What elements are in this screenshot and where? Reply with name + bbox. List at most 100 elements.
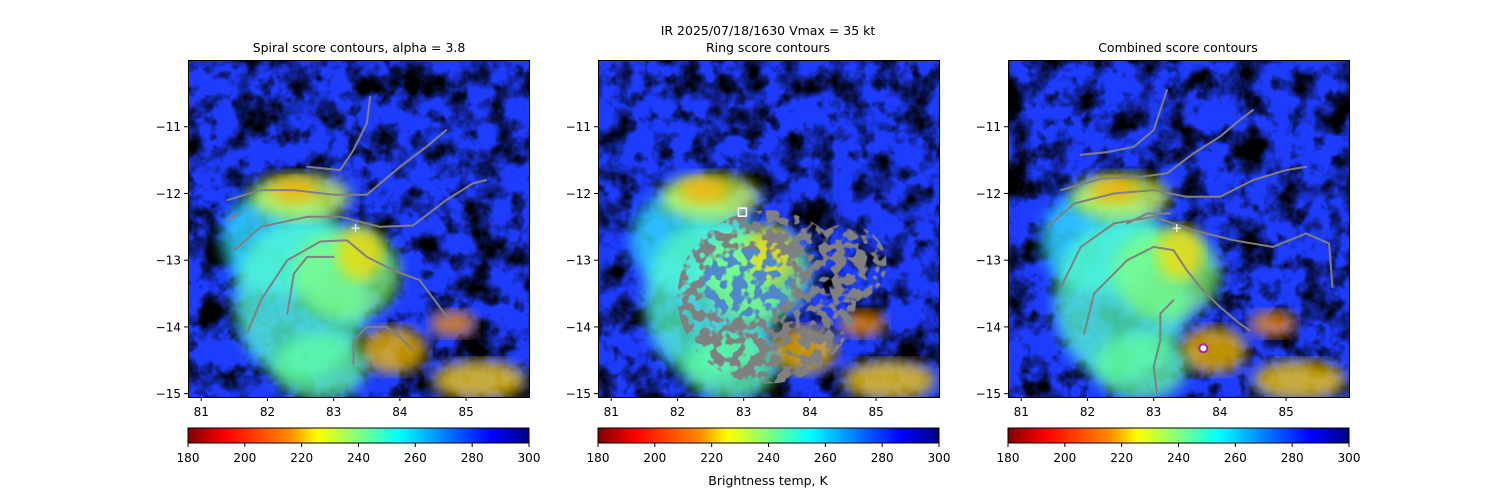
combined-contour-line: [1079, 89, 1168, 156]
y-tick-label: −11: [566, 120, 591, 134]
colorbar-ring: 180 200 220 240 260 280 300: [587, 427, 951, 465]
panel-ring: Ring score contours 81 82 83 84 85 −11 −12 −13…: [566, 40, 951, 488]
colorbar-combined: 180 200 220 240 260 280 300: [997, 427, 1360, 465]
x-tick-label: 83: [736, 405, 751, 419]
y-tick-label: −13: [566, 254, 591, 268]
yaxis-spiral: −11 −12 −13 −14 −15: [156, 120, 188, 401]
combined-center-circle-marker: [1198, 343, 1209, 354]
x-tick-label: 82: [1080, 405, 1095, 419]
y-tick-label: −15: [566, 387, 591, 401]
plot-frame-spiral: [188, 60, 530, 398]
colorbar-spiral: 180 200 220 240 260 280 300: [177, 427, 541, 465]
colorbar-tick-label: 220: [290, 451, 313, 465]
colorbar-tick-label: 220: [700, 451, 723, 465]
spiral-contour-line: [246, 239, 451, 334]
y-tick-label: −14: [566, 320, 591, 334]
colorbar-tick-label: 240: [1167, 451, 1190, 465]
x-tick-label: 82: [670, 405, 685, 419]
x-tick-label: 85: [458, 405, 473, 419]
spiral-contour-line: [306, 95, 372, 172]
center-plus-marker: [351, 224, 360, 233]
combined-contour-line: [1060, 109, 1254, 192]
colorbar-tick-label: 300: [518, 451, 541, 465]
x-tick-label: 81: [604, 405, 619, 419]
panel-title-spiral: Spiral score contours, alpha = 3.8: [253, 40, 466, 55]
x-tick-label: 83: [1146, 405, 1161, 419]
y-tick-label: −14: [976, 320, 1001, 334]
x-tick-label: 83: [326, 405, 341, 419]
x-tick-label: 81: [194, 405, 209, 419]
colorbar-tick-label: 300: [928, 451, 951, 465]
markers-combined: [1172, 224, 1209, 354]
spiral-contour-line: [352, 325, 415, 365]
y-tick-label: −12: [156, 187, 181, 201]
contours-ring: [677, 210, 887, 384]
x-tick-label: 84: [802, 405, 817, 419]
colorbar-tick-label: 280: [871, 451, 894, 465]
y-tick-label: −15: [976, 387, 1001, 401]
y-tick-label: −14: [156, 320, 181, 334]
ir-image-combined: [1008, 60, 1349, 397]
yaxis-ring: −11 −12 −13 −14 −15: [566, 120, 598, 401]
colorbar-tick-label: 260: [1224, 451, 1247, 465]
panel-combined: Combined score contours 81 82 83 84 85 −11−1…: [976, 40, 1361, 465]
combined-contour-line: [1152, 299, 1175, 395]
plot-frame-combined: [1008, 60, 1350, 398]
colorbar-tick-label: 180: [587, 451, 610, 465]
colorbar-gradient: [187, 427, 530, 444]
ring-score-contours: [677, 210, 887, 384]
colorbar-tick-label: 180: [177, 451, 200, 465]
colorbar-tick-label: 260: [404, 451, 427, 465]
colorbar-tick-label: 180: [997, 451, 1020, 465]
colorbar-tick-label: 240: [757, 451, 780, 465]
figure-suptitle: IR 2025/07/18/1630 Vmax = 35 kt: [661, 23, 876, 38]
colorbar-tick-label: 240: [347, 451, 370, 465]
y-tick-label: −11: [976, 120, 1001, 134]
xaxis-spiral: 81 82 83 84 85: [194, 397, 474, 419]
colorbar-tick-label: 280: [461, 451, 484, 465]
colorbar-tick-label: 200: [643, 451, 666, 465]
xaxis-combined: 81 82 83 84 85: [1014, 397, 1294, 419]
markers-ring: [737, 207, 748, 217]
x-tick-label: 82: [260, 405, 275, 419]
combined-contour-line: [1060, 215, 1334, 288]
panel-title-ring: Ring score contours: [706, 40, 830, 55]
xaxis-ring: 81 82 83 84 85: [604, 397, 884, 419]
colorbar-tick-label: 260: [814, 451, 837, 465]
spiral-contour-line: [286, 255, 335, 315]
x-tick-label: 85: [868, 405, 883, 419]
spiral-contour-line: [226, 129, 448, 202]
y-tick-label: −12: [566, 187, 591, 201]
x-tick-label: 84: [392, 405, 407, 419]
spiral-contour-line: [226, 212, 242, 222]
yaxis-combined: −11 −12 −13 −14 −15: [976, 120, 1008, 401]
panel-title-combined: Combined score contours: [1098, 40, 1258, 55]
ring-center-square-marker: [737, 207, 748, 217]
y-tick-label: −11: [156, 120, 181, 134]
center-plus-marker: [1172, 224, 1181, 233]
plot-frame-ring: [598, 60, 940, 398]
colorbar-gradient: [597, 427, 940, 444]
x-tick-label: 85: [1278, 405, 1293, 419]
contours-combined: [1046, 89, 1334, 395]
x-tick-label: 84: [1212, 405, 1227, 419]
x-tick-label: 81: [1014, 405, 1029, 419]
spiral-contour-line: [233, 179, 487, 252]
colorbar-tick-label: 200: [1053, 451, 1076, 465]
markers-spiral: [351, 224, 360, 233]
contours-spiral: [226, 95, 487, 365]
y-tick-label: −13: [976, 254, 1001, 268]
ir-image-spiral: [188, 60, 529, 397]
y-tick-label: −13: [156, 254, 181, 268]
colorbar-tick-label: 220: [1110, 451, 1133, 465]
y-tick-label: −15: [156, 387, 181, 401]
colorbar-label: Brightness temp, K: [708, 473, 828, 488]
combined-contour-line: [1046, 165, 1307, 228]
colorbar-gradient: [1007, 427, 1350, 444]
y-tick-label: −12: [976, 187, 1001, 201]
combined-contour-line: [1083, 245, 1251, 335]
combined-contour-line: [1126, 212, 1172, 225]
colorbar-tick-label: 200: [233, 451, 256, 465]
panel-spiral: Spiral score contours, alpha = 3.8 81 82 8…: [156, 40, 541, 465]
